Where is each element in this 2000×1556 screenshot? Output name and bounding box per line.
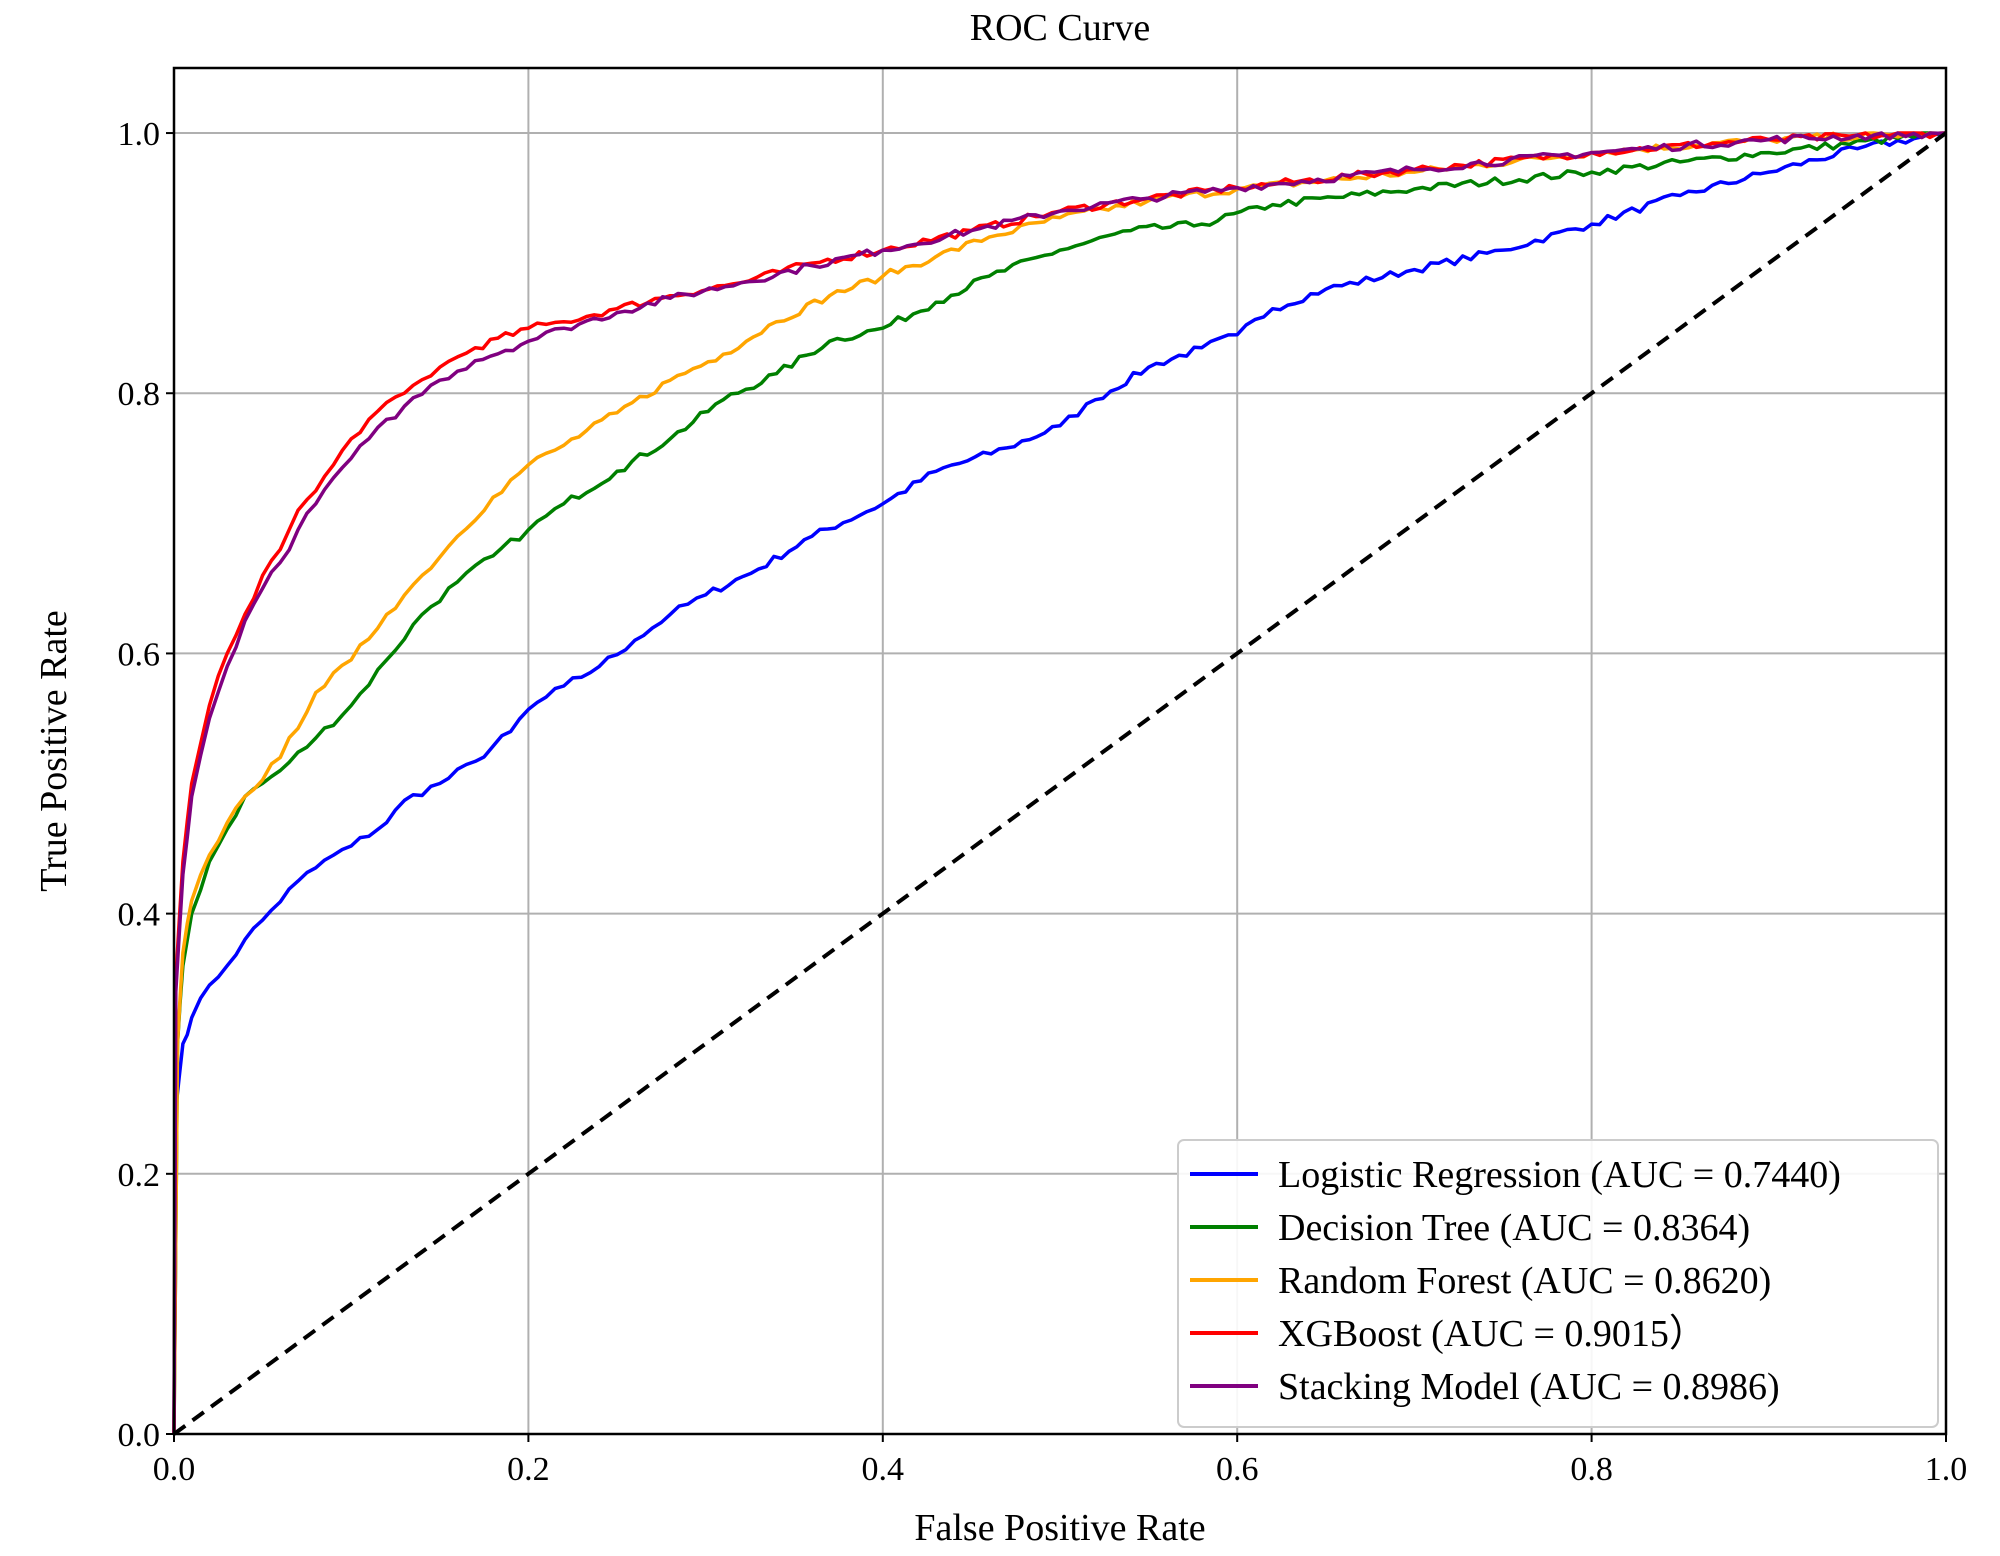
legend: Logistic Regression (AUC = 0.7440) Decisi… [1177, 1139, 1939, 1428]
y-tick-label: 0.0 [118, 1417, 161, 1454]
series-layer [172, 131, 1948, 1436]
chart-title: ROC Curve [970, 7, 1151, 49]
x-tick-label: 0.6 [1216, 1451, 1259, 1488]
legend-label: Stacking Model (AUC = 0.8986) [1278, 1366, 1780, 1408]
y-tick-label: 1.0 [118, 116, 161, 153]
x-tick-label: 0.0 [153, 1451, 196, 1488]
series-line-1 [172, 131, 1947, 1435]
legend-label: Random Forest (AUC = 0.8620) [1278, 1260, 1771, 1302]
x-tick-label: 0.4 [862, 1451, 905, 1488]
y-tick-label: 0.6 [118, 636, 161, 673]
plot-frame [172, 66, 1948, 1436]
series-line-4 [172, 131, 1947, 1435]
x-axis-label: False Positive Rate [914, 1507, 1205, 1549]
legend-label: Decision Tree (AUC = 0.8364) [1278, 1207, 1750, 1249]
grid [174, 68, 1946, 1434]
x-tick-label: 1.0 [1925, 1451, 1968, 1488]
legend-label: XGBoost (AUC = 0.9015） [1278, 1313, 1707, 1355]
legend-label: Logistic Regression (AUC = 0.7440) [1278, 1154, 1841, 1196]
y-axis-label: True Positive Rate [33, 610, 75, 892]
x-tick-label: 0.8 [1570, 1451, 1613, 1488]
series-line-0 [172, 131, 1947, 1435]
x-tick-label: 0.2 [507, 1451, 550, 1488]
y-tick-label: 0.2 [118, 1157, 161, 1194]
tick-labels: 0.0 0.2 0.4 0.6 0.8 1.0 0.0 0.2 0.4 0.6 0.8 1.0 [118, 116, 1968, 1488]
y-tick-label: 0.4 [118, 897, 161, 934]
y-tick-label: 0.8 [118, 376, 161, 413]
legend-box [1177, 1139, 1939, 1428]
